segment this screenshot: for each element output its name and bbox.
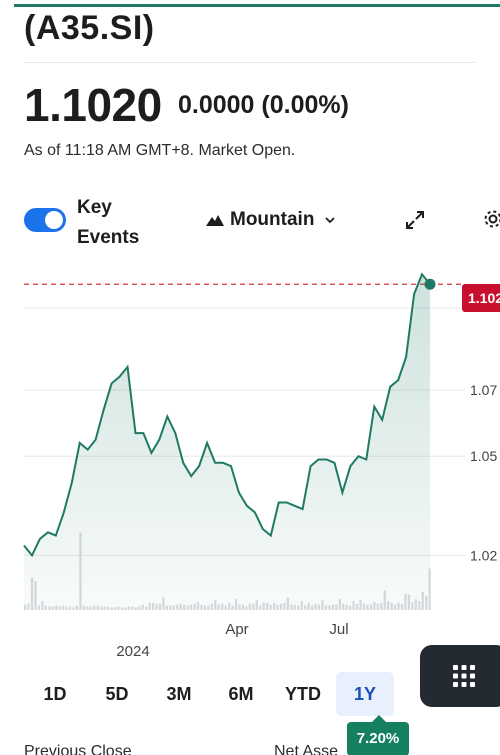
current-price: 1.1020	[24, 79, 162, 131]
x-tick-label: Jul	[329, 621, 348, 638]
chart-type-label: Mountain	[230, 209, 315, 230]
toggle-knob	[45, 211, 63, 229]
range-6m[interactable]: 6M	[228, 684, 254, 704]
range-1y[interactable]: 1Y	[336, 672, 394, 716]
apps-grid-button[interactable]	[420, 645, 500, 707]
divider	[24, 62, 476, 63]
expand-icon[interactable]	[404, 209, 426, 231]
price-chart[interactable]: 1.07 1.05 1.02 Apr Jul 2024	[0, 270, 500, 670]
range-selector: 1D 5D 3M 6M YTD 1Y	[24, 672, 394, 716]
chevron-down-icon	[325, 217, 336, 224]
y-tick-label: 1.07	[470, 382, 497, 398]
price-change: 0.0000 (0.00%)	[178, 91, 349, 119]
range-3m[interactable]: 3M	[166, 684, 192, 704]
price-line	[23, 272, 431, 558]
x-tick-label: Apr	[225, 621, 248, 638]
current-price-badge: 1.102	[462, 284, 500, 312]
performance-badge: 7.20%	[347, 715, 409, 755]
last-price-dot	[424, 278, 436, 290]
market-status: As of 11:18 AM GMT+8. Market Open.	[24, 142, 296, 159]
net-assets-label: Net Asse	[274, 743, 339, 755]
previous-close-label: Previous Close	[24, 743, 132, 755]
x-year-label: 2024	[116, 643, 149, 660]
key-events-toggle[interactable]	[24, 208, 66, 232]
mountain-icon	[206, 215, 224, 226]
y-tick-label: 1.02	[470, 547, 497, 563]
grid-icon	[453, 665, 475, 687]
range-ytd[interactable]: YTD	[285, 684, 321, 704]
top-accent-rule	[14, 4, 500, 7]
range-1d[interactable]: 1D	[43, 684, 67, 704]
gear-icon[interactable]	[482, 208, 500, 230]
y-tick-label: 1.05	[470, 448, 497, 464]
chart-type-selector[interactable]: Mountain	[206, 206, 336, 234]
ticker-symbol: (A35.SI)	[24, 9, 155, 47]
price-area	[24, 274, 430, 610]
range-5d[interactable]: 5D	[105, 684, 129, 704]
key-events-label: Key Events	[77, 197, 140, 248]
